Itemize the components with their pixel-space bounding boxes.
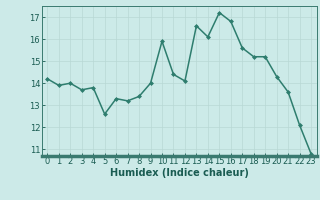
X-axis label: Humidex (Indice chaleur): Humidex (Indice chaleur) <box>110 168 249 178</box>
